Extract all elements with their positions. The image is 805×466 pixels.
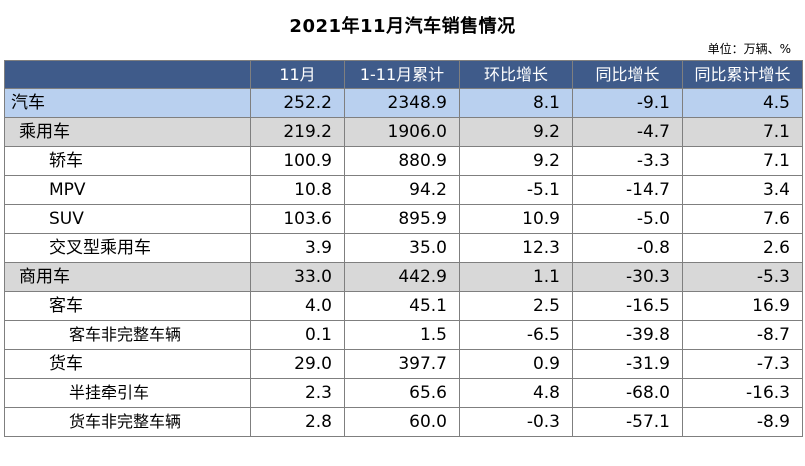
- month-value: 252.2: [250, 88, 345, 118]
- header-cumulative: 1-11月累计: [344, 60, 460, 89]
- yoy-growth-value: -30.3: [572, 262, 683, 292]
- month-value: 33.0: [250, 262, 345, 292]
- row-name: 客车: [4, 291, 251, 321]
- mom-growth-value: 1.1: [459, 262, 573, 292]
- row-name: MPV: [4, 175, 251, 205]
- yoy-growth-value: -57.1: [572, 407, 683, 437]
- yoy-growth-value: -31.9: [572, 349, 683, 379]
- mom-growth-value: 0.9: [459, 349, 573, 379]
- cumulative-value: 880.9: [344, 146, 460, 176]
- table-body: 汽车 252.2 2348.9 8.1 -9.1 4.5 乘用车 219.2 1906.0 9.2…: [4, 88, 803, 437]
- yoy-cumulative-growth-value: 2.6: [682, 233, 803, 263]
- header-name: [4, 60, 251, 89]
- yoy-cumulative-growth-value: -5.3: [682, 262, 803, 292]
- row-name: 交叉型乘用车: [4, 233, 251, 263]
- table-row: 货车非完整车辆 2.8 60.0 -0.3 -57.1 -8.9: [4, 407, 803, 437]
- cumulative-value: 2348.9: [344, 88, 460, 118]
- mom-growth-value: 8.1: [459, 88, 573, 118]
- yoy-growth-value: -39.8: [572, 320, 683, 350]
- month-value: 3.9: [250, 233, 345, 263]
- yoy-cumulative-growth-value: 7.1: [682, 146, 803, 176]
- header-yoy-growth: 同比增长: [572, 60, 683, 89]
- cumulative-value: 60.0: [344, 407, 460, 437]
- yoy-cumulative-growth-value: 7.6: [682, 204, 803, 234]
- month-value: 103.6: [250, 204, 345, 234]
- table-row: 货车 29.0 397.7 0.9 -31.9 -7.3: [4, 349, 803, 379]
- yoy-cumulative-growth-value: -8.9: [682, 407, 803, 437]
- yoy-cumulative-growth-value: -8.7: [682, 320, 803, 350]
- month-value: 0.1: [250, 320, 345, 350]
- table-row: 客车非完整车辆 0.1 1.5 -6.5 -39.8 -8.7: [4, 320, 803, 350]
- unit-label: 单位：万辆、%: [707, 42, 791, 56]
- month-value: 219.2: [250, 117, 345, 147]
- month-value: 10.8: [250, 175, 345, 205]
- cumulative-value: 1906.0: [344, 117, 460, 147]
- month-value: 4.0: [250, 291, 345, 321]
- mom-growth-value: -5.1: [459, 175, 573, 205]
- yoy-growth-value: -68.0: [572, 378, 683, 408]
- table-row: 乘用车 219.2 1906.0 9.2 -4.7 7.1: [4, 117, 803, 147]
- mom-growth-value: 12.3: [459, 233, 573, 263]
- table-row: 商用车 33.0 442.9 1.1 -30.3 -5.3: [4, 262, 803, 292]
- yoy-growth-value: -4.7: [572, 117, 683, 147]
- table-row: MPV 10.8 94.2 -5.1 -14.7 3.4: [4, 175, 803, 205]
- header-yoy-cumulative-growth: 同比累计增长: [682, 60, 803, 89]
- row-name: 半挂牵引车: [4, 378, 251, 408]
- cumulative-value: 1.5: [344, 320, 460, 350]
- mom-growth-value: -0.3: [459, 407, 573, 437]
- row-name: 商用车: [4, 262, 251, 292]
- yoy-growth-value: -3.3: [572, 146, 683, 176]
- row-name: SUV: [4, 204, 251, 234]
- cumulative-value: 895.9: [344, 204, 460, 234]
- month-value: 100.9: [250, 146, 345, 176]
- yoy-growth-value: -14.7: [572, 175, 683, 205]
- header-month: 11月: [250, 60, 345, 89]
- row-name: 乘用车: [4, 117, 251, 147]
- month-value: 29.0: [250, 349, 345, 379]
- sales-table: 11月 1-11月累计 环比增长 同比增长 同比累计增长 汽车 252.2 2348…: [4, 60, 803, 437]
- mom-growth-value: 9.2: [459, 117, 573, 147]
- mom-growth-value: 10.9: [459, 204, 573, 234]
- table-row: 汽车 252.2 2348.9 8.1 -9.1 4.5: [4, 88, 803, 118]
- yoy-cumulative-growth-value: 4.5: [682, 88, 803, 118]
- row-name: 货车: [4, 349, 251, 379]
- cumulative-value: 45.1: [344, 291, 460, 321]
- mom-growth-value: 4.8: [459, 378, 573, 408]
- page-title: 2021年11月汽车销售情况: [289, 16, 516, 37]
- row-name: 汽车: [4, 88, 251, 118]
- yoy-growth-value: -16.5: [572, 291, 683, 321]
- table-row: 半挂牵引车 2.3 65.6 4.8 -68.0 -16.3: [4, 378, 803, 408]
- mom-growth-value: -6.5: [459, 320, 573, 350]
- cumulative-value: 65.6: [344, 378, 460, 408]
- cumulative-value: 94.2: [344, 175, 460, 205]
- cumulative-value: 442.9: [344, 262, 460, 292]
- yoy-cumulative-growth-value: 3.4: [682, 175, 803, 205]
- cumulative-value: 35.0: [344, 233, 460, 263]
- yoy-growth-value: -5.0: [572, 204, 683, 234]
- row-name: 货车非完整车辆: [4, 407, 251, 437]
- yoy-growth-value: -0.8: [572, 233, 683, 263]
- yoy-cumulative-growth-value: -7.3: [682, 349, 803, 379]
- yoy-cumulative-growth-value: 7.1: [682, 117, 803, 147]
- table-row: 客车 4.0 45.1 2.5 -16.5 16.9: [4, 291, 803, 321]
- cumulative-value: 397.7: [344, 349, 460, 379]
- yoy-growth-value: -9.1: [572, 88, 683, 118]
- table-row: 交叉型乘用车 3.9 35.0 12.3 -0.8 2.6: [4, 233, 803, 263]
- month-value: 2.8: [250, 407, 345, 437]
- mom-growth-value: 2.5: [459, 291, 573, 321]
- yoy-cumulative-growth-value: 16.9: [682, 291, 803, 321]
- mom-growth-value: 9.2: [459, 146, 573, 176]
- row-name: 轿车: [4, 146, 251, 176]
- table-row: SUV 103.6 895.9 10.9 -5.0 7.6: [4, 204, 803, 234]
- yoy-cumulative-growth-value: -16.3: [682, 378, 803, 408]
- table-header-row: 11月 1-11月累计 环比增长 同比增长 同比累计增长: [4, 60, 803, 89]
- row-name: 客车非完整车辆: [4, 320, 251, 350]
- header-mom-growth: 环比增长: [459, 60, 573, 89]
- month-value: 2.3: [250, 378, 345, 408]
- table-row: 轿车 100.9 880.9 9.2 -3.3 7.1: [4, 146, 803, 176]
